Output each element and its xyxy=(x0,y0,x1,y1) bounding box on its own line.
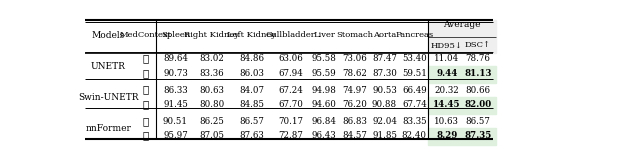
Text: ✓: ✓ xyxy=(143,100,149,109)
Text: 95.97: 95.97 xyxy=(163,131,188,140)
Text: ✓: ✓ xyxy=(143,69,149,78)
Text: 87.47: 87.47 xyxy=(372,54,397,64)
Text: Pancreas: Pancreas xyxy=(396,31,433,39)
Text: 10.63: 10.63 xyxy=(435,117,460,126)
Text: 86.33: 86.33 xyxy=(163,86,188,95)
Text: 91.85: 91.85 xyxy=(372,131,397,140)
Text: ✗: ✗ xyxy=(143,86,149,95)
Text: 87.30: 87.30 xyxy=(372,69,397,78)
Text: 82.00: 82.00 xyxy=(464,100,492,109)
Text: 14.45: 14.45 xyxy=(433,100,461,109)
Text: 91.45: 91.45 xyxy=(163,100,188,109)
Text: 84.85: 84.85 xyxy=(239,100,264,109)
Text: 90.51: 90.51 xyxy=(163,117,188,126)
Text: 8.29: 8.29 xyxy=(436,131,458,140)
Text: 84.07: 84.07 xyxy=(239,86,264,95)
Text: 94.60: 94.60 xyxy=(312,100,337,109)
Text: 90.53: 90.53 xyxy=(372,86,397,95)
Bar xyxy=(428,128,495,145)
Text: Average: Average xyxy=(444,20,481,30)
Bar xyxy=(428,20,495,53)
Text: 20.32: 20.32 xyxy=(435,86,459,95)
Text: 82.40: 82.40 xyxy=(402,131,427,140)
Text: 92.04: 92.04 xyxy=(372,117,397,126)
Text: 90.88: 90.88 xyxy=(372,100,397,109)
Text: HD95↓: HD95↓ xyxy=(431,41,463,49)
Text: Stomach: Stomach xyxy=(336,31,373,39)
Text: 67.94: 67.94 xyxy=(278,69,303,78)
Text: 11.04: 11.04 xyxy=(434,54,460,64)
Text: 86.25: 86.25 xyxy=(200,117,225,126)
Text: 95.59: 95.59 xyxy=(312,69,337,78)
Text: 86.03: 86.03 xyxy=(239,69,264,78)
Text: 95.58: 95.58 xyxy=(312,54,337,64)
Text: Swin-UNETR: Swin-UNETR xyxy=(78,93,139,102)
Text: 90.73: 90.73 xyxy=(163,69,188,78)
Text: DSC↑: DSC↑ xyxy=(465,41,491,49)
Text: 84.57: 84.57 xyxy=(342,131,367,140)
Text: ✓: ✓ xyxy=(143,131,149,140)
Text: Right Kidney: Right Kidney xyxy=(184,31,239,39)
Text: 83.02: 83.02 xyxy=(200,54,225,64)
Bar xyxy=(428,97,495,114)
Text: 87.35: 87.35 xyxy=(464,131,492,140)
Text: MedContext: MedContext xyxy=(120,31,172,39)
Text: 86.57: 86.57 xyxy=(239,117,264,126)
Text: 86.83: 86.83 xyxy=(342,117,367,126)
Text: Spleen: Spleen xyxy=(161,31,190,39)
Text: 87.63: 87.63 xyxy=(239,131,264,140)
Text: 78.76: 78.76 xyxy=(465,54,490,64)
Text: 84.86: 84.86 xyxy=(239,54,264,64)
Text: 67.70: 67.70 xyxy=(278,100,303,109)
Text: 81.13: 81.13 xyxy=(464,69,492,78)
Text: 78.62: 78.62 xyxy=(342,69,367,78)
Text: 70.17: 70.17 xyxy=(278,117,303,126)
Text: UNETR: UNETR xyxy=(91,62,126,71)
Text: 96.84: 96.84 xyxy=(312,117,337,126)
Text: Gallbladder: Gallbladder xyxy=(266,31,316,39)
Text: 53.40: 53.40 xyxy=(402,54,427,64)
Text: Models: Models xyxy=(92,31,125,40)
Text: 80.80: 80.80 xyxy=(199,100,225,109)
Text: ✗: ✗ xyxy=(143,54,149,64)
Text: 63.06: 63.06 xyxy=(278,54,303,64)
Text: 80.66: 80.66 xyxy=(465,86,490,95)
Text: 96.43: 96.43 xyxy=(312,131,337,140)
Text: 67.74: 67.74 xyxy=(402,100,427,109)
Text: 67.24: 67.24 xyxy=(278,86,303,95)
Text: 73.06: 73.06 xyxy=(342,54,367,64)
Text: 83.36: 83.36 xyxy=(200,69,224,78)
Text: ✗: ✗ xyxy=(143,117,149,126)
Text: 59.51: 59.51 xyxy=(402,69,427,78)
Text: Liver: Liver xyxy=(314,31,335,39)
Bar xyxy=(428,66,495,83)
Text: 74.97: 74.97 xyxy=(342,86,367,95)
Text: 86.57: 86.57 xyxy=(465,117,490,126)
Text: Aorta: Aorta xyxy=(373,31,396,39)
Text: 94.98: 94.98 xyxy=(312,86,337,95)
Text: Left Kidney: Left Kidney xyxy=(227,31,276,39)
Text: 80.63: 80.63 xyxy=(200,86,225,95)
Text: 72.87: 72.87 xyxy=(278,131,303,140)
Text: 87.05: 87.05 xyxy=(200,131,225,140)
Text: 76.20: 76.20 xyxy=(342,100,367,109)
Text: nnFormer: nnFormer xyxy=(86,124,131,133)
Text: 66.49: 66.49 xyxy=(402,86,427,95)
Text: 9.44: 9.44 xyxy=(436,69,458,78)
Text: 83.35: 83.35 xyxy=(402,117,427,126)
Text: 89.64: 89.64 xyxy=(163,54,188,64)
